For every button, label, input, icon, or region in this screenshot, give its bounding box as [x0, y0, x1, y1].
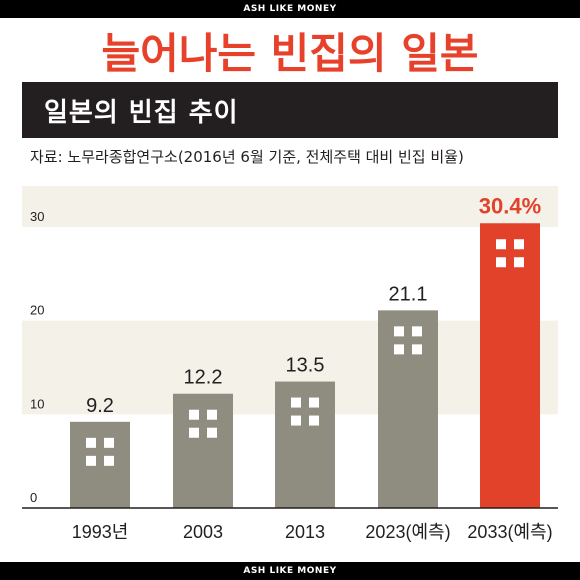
data-label: 13.5: [286, 355, 325, 377]
y-tick-label: 0: [30, 490, 37, 505]
window-icon: [309, 397, 319, 408]
bar: [480, 223, 540, 508]
window-icon: [189, 409, 199, 420]
window-icon: [394, 344, 404, 355]
window-icon: [86, 437, 96, 448]
x-tick-label: 1993년: [72, 522, 129, 542]
bar: [173, 393, 233, 508]
window-icon: [189, 427, 199, 438]
window-icon: [412, 344, 422, 355]
window-icon: [86, 455, 96, 466]
window-icon: [291, 415, 301, 426]
y-tick-label: 10: [30, 396, 44, 411]
window-icon: [207, 409, 217, 420]
data-label: 12.2: [184, 367, 223, 389]
chart-title-text: 일본의 빈집 추이: [44, 97, 239, 128]
bar: [378, 310, 438, 508]
bar: [70, 421, 130, 508]
data-label: 21.1: [389, 283, 428, 305]
window-icon: [291, 397, 301, 408]
y-tick-label: 30: [30, 209, 44, 224]
window-icon: [496, 257, 506, 268]
window-icon: [496, 239, 506, 250]
window-icon: [514, 257, 524, 268]
source-note: 자료: 노무라종합연구소(2016년 6월 기준, 전체주택 대비 빈집 비율): [30, 148, 464, 166]
window-icon: [207, 427, 217, 438]
x-tick-label: 2023(예측): [365, 522, 450, 542]
background-band: [22, 186, 558, 227]
bar: [275, 381, 335, 508]
brand-text-top: ASH LIKE MONEY: [243, 4, 337, 14]
brand-text-bottom: ASH LIKE MONEY: [243, 566, 337, 576]
window-icon: [514, 239, 524, 250]
x-tick-label: 2013: [285, 522, 325, 542]
data-label: 9.2: [86, 395, 114, 417]
window-icon: [104, 455, 114, 466]
data-label: 30.4%: [479, 193, 541, 218]
window-icon: [104, 437, 114, 448]
window-icon: [394, 326, 404, 337]
window-icon: [309, 415, 319, 426]
brand-banner-bottom: ASH LIKE MONEY: [0, 562, 580, 580]
x-tick-label: 2033(예측): [467, 522, 552, 542]
x-tick-label: 2003: [183, 522, 223, 542]
chart-title: 일본의 빈집 추이: [22, 82, 558, 138]
y-tick-label: 20: [30, 303, 44, 318]
brand-banner-top: ASH LIKE MONEY: [0, 0, 580, 18]
page-headline: 늘어나는 빈집의 일본: [101, 28, 479, 78]
window-icon: [412, 326, 422, 337]
